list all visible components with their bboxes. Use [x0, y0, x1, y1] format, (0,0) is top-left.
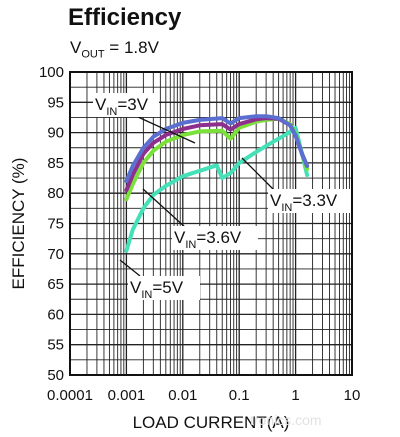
x-tick-label: 0.01: [168, 387, 197, 404]
y-tick-label: 55: [47, 337, 64, 354]
x-tick-label: 0.1: [229, 387, 250, 404]
tick-labels: 0.0001 0.001 0.01 0.1 1 10 50 55 60 65 70 75 80 85 90 9…: [39, 64, 360, 404]
annotation-bg: [268, 189, 354, 213]
subtitle-rest: = 1.8V: [104, 38, 159, 57]
series-line: [124, 114, 310, 184]
annotation-label: VIN=3.3V: [241, 157, 354, 214]
annotation-label: VIN=5V: [119, 259, 200, 301]
annotation-text: VIN=3.6V: [174, 228, 242, 251]
y-tick-label: 85: [47, 155, 64, 172]
y-tick-label: 100: [39, 64, 64, 81]
annotation-label: VIN=3.6V: [142, 188, 258, 251]
annotation-leader: [241, 157, 278, 194]
y-tick-label: 70: [47, 246, 64, 263]
annotation-bg: [172, 226, 258, 250]
annotation-leader: [119, 259, 141, 277]
y-tick-label: 95: [47, 94, 64, 111]
annotation-text: VIN=3.3V: [270, 191, 338, 214]
x-tick-label: 10: [344, 387, 361, 404]
annotation-bg: [93, 93, 159, 117]
x-tick-label: 0.0001: [47, 387, 93, 404]
annotations: VIN=3V VIN=3.3V VIN=3.6V VIN=5V: [93, 93, 354, 301]
annotation-leader: [137, 116, 196, 144]
plot-frame: [69, 71, 353, 376]
y-tick-label: 90: [47, 125, 64, 142]
watermark: tronics.com: [250, 412, 322, 428]
y-tick-label: 65: [47, 276, 64, 293]
chart-title: Efficiency: [68, 4, 182, 31]
annotation-text: VIN=5V: [130, 278, 184, 301]
annotation-label: VIN=3V: [93, 93, 196, 144]
y-tick-label: 75: [47, 216, 64, 233]
y-tick-label: 60: [47, 306, 64, 323]
x-tick-label: 1: [291, 387, 299, 404]
subtitle-sub: OUT: [81, 48, 105, 61]
y-tick-label: 50: [47, 367, 64, 384]
x-tick-label: 0.001: [108, 387, 146, 404]
annotation-text: VIN=3V: [95, 95, 149, 118]
chart-subtitle: VOUT = 1.8V: [70, 38, 159, 60]
x-axis-label: LOAD CURRENT(A): [133, 413, 290, 432]
y-axis-label: EFFICIENCY (%): [9, 158, 28, 290]
annotation-leader: [142, 188, 187, 229]
annotation-bg: [128, 276, 200, 300]
y-tick-label: 80: [47, 185, 64, 202]
subtitle-main: V: [70, 38, 82, 57]
